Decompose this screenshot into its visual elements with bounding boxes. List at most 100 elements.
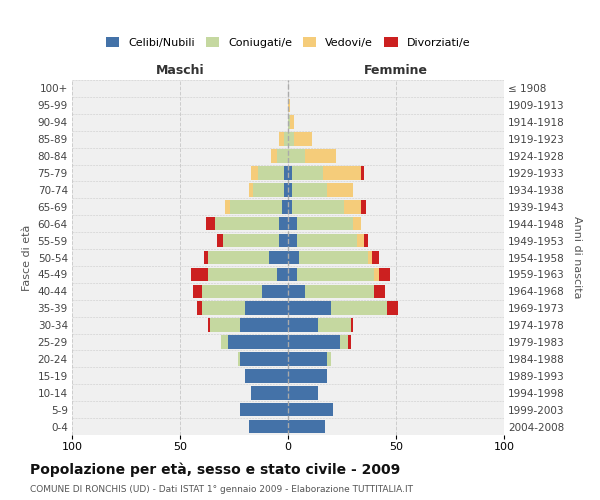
Bar: [245, 369, 288, 382]
Bar: [251, 386, 288, 400]
Bar: [292, 166, 323, 179]
Bar: [269, 250, 288, 264]
Bar: [288, 166, 292, 179]
Bar: [262, 284, 288, 298]
Bar: [288, 403, 334, 416]
Bar: [271, 150, 277, 163]
Bar: [288, 284, 305, 298]
Bar: [379, 268, 389, 281]
Bar: [288, 386, 318, 400]
Bar: [280, 132, 284, 146]
Bar: [210, 318, 241, 332]
Bar: [241, 318, 288, 332]
Bar: [368, 250, 372, 264]
Bar: [296, 234, 357, 247]
Bar: [292, 183, 327, 196]
Bar: [280, 234, 288, 247]
Bar: [288, 318, 318, 332]
Bar: [208, 250, 269, 264]
Bar: [292, 200, 344, 213]
Bar: [277, 268, 288, 281]
Bar: [202, 302, 245, 315]
Bar: [288, 116, 290, 129]
Bar: [357, 234, 364, 247]
Bar: [288, 268, 296, 281]
Bar: [288, 352, 327, 366]
Legend: Celibi/Nubili, Coniugati/e, Vedovi/e, Divorziati/e: Celibi/Nubili, Coniugati/e, Vedovi/e, Di…: [101, 32, 475, 52]
Bar: [204, 250, 208, 264]
Bar: [364, 234, 368, 247]
Bar: [206, 217, 215, 230]
Bar: [344, 200, 361, 213]
Bar: [258, 166, 284, 179]
Text: COMUNE DI RONCHIS (UD) - Dati ISTAT 1° gennaio 2009 - Elaborazione TUTTITALIA.IT: COMUNE DI RONCHIS (UD) - Dati ISTAT 1° g…: [30, 485, 413, 494]
Bar: [288, 183, 292, 196]
Bar: [388, 302, 398, 315]
Y-axis label: Fasce di età: Fasce di età: [22, 224, 32, 290]
Bar: [238, 352, 241, 366]
Bar: [284, 166, 288, 179]
Bar: [288, 250, 299, 264]
Text: Popolazione per età, sesso e stato civile - 2009: Popolazione per età, sesso e stato civil…: [30, 462, 400, 477]
Bar: [288, 150, 305, 163]
Bar: [305, 150, 335, 163]
Bar: [202, 284, 262, 298]
Bar: [305, 284, 374, 298]
Bar: [290, 116, 295, 129]
Bar: [241, 403, 288, 416]
Bar: [340, 336, 349, 349]
Bar: [280, 217, 288, 230]
Bar: [284, 132, 288, 146]
Bar: [284, 183, 288, 196]
Bar: [288, 132, 295, 146]
Text: Maschi: Maschi: [155, 64, 205, 78]
Bar: [288, 200, 292, 213]
Bar: [299, 250, 368, 264]
Bar: [361, 166, 364, 179]
Bar: [288, 234, 296, 247]
Bar: [331, 302, 388, 315]
Bar: [241, 352, 288, 366]
Bar: [350, 318, 353, 332]
Bar: [349, 336, 350, 349]
Bar: [221, 336, 227, 349]
Bar: [374, 284, 385, 298]
Bar: [327, 352, 331, 366]
Bar: [288, 217, 296, 230]
Bar: [197, 302, 202, 315]
Bar: [249, 183, 253, 196]
Bar: [251, 166, 258, 179]
Bar: [217, 234, 223, 247]
Bar: [208, 268, 277, 281]
Bar: [227, 336, 288, 349]
Bar: [296, 268, 374, 281]
Bar: [215, 217, 280, 230]
Bar: [191, 268, 208, 281]
Bar: [323, 166, 361, 179]
Text: Femmine: Femmine: [364, 64, 428, 78]
Bar: [253, 183, 284, 196]
Bar: [361, 200, 366, 213]
Bar: [249, 420, 288, 434]
Bar: [288, 302, 331, 315]
Bar: [245, 302, 288, 315]
Bar: [374, 268, 379, 281]
Bar: [281, 200, 288, 213]
Bar: [223, 234, 280, 247]
Bar: [318, 318, 350, 332]
Bar: [295, 132, 312, 146]
Bar: [230, 200, 281, 213]
Bar: [277, 150, 288, 163]
Bar: [353, 217, 361, 230]
Bar: [372, 250, 379, 264]
Bar: [208, 318, 210, 332]
Bar: [288, 336, 340, 349]
Bar: [288, 98, 290, 112]
Bar: [288, 369, 327, 382]
Bar: [296, 217, 353, 230]
Bar: [226, 200, 230, 213]
Bar: [288, 420, 325, 434]
Bar: [327, 183, 353, 196]
Y-axis label: Anni di nascita: Anni di nascita: [572, 216, 581, 298]
Bar: [193, 284, 202, 298]
